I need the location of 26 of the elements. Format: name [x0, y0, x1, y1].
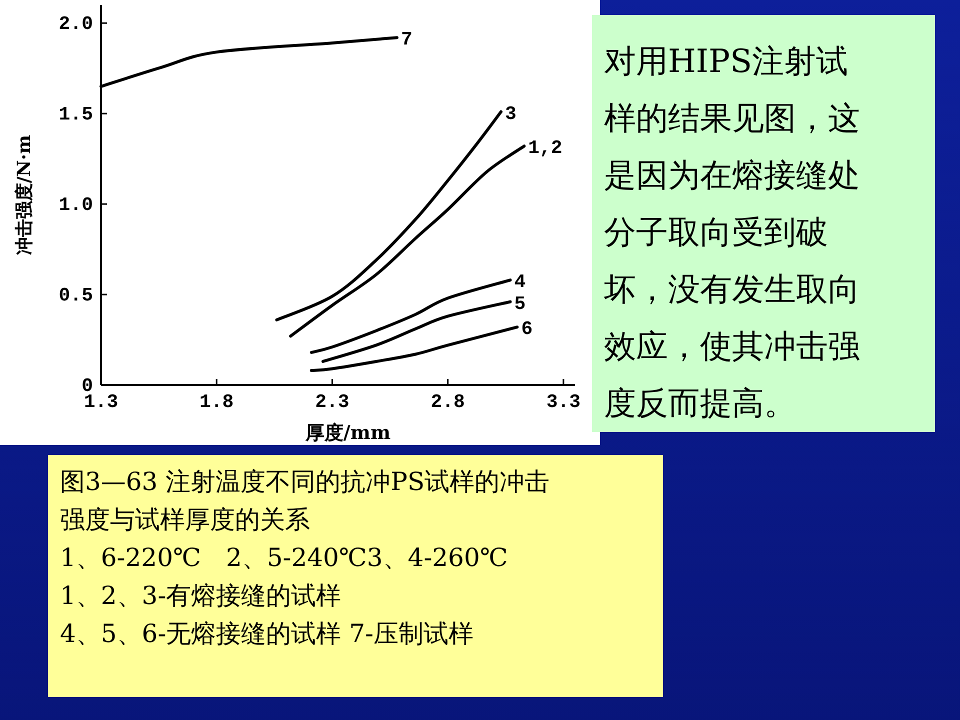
caption: 图3—63 注射温度不同的抗冲PS试样的冲击强度与试样厚度的关系	[60, 466, 551, 536]
series-label: 1,2	[528, 137, 562, 160]
series-label: 7	[400, 28, 412, 51]
x-tick-label: 1.3	[84, 391, 118, 413]
y-tick-label: 2.0	[58, 13, 93, 36]
line-series	[310, 326, 519, 372]
y-tick-label: 1.0	[58, 194, 93, 216]
x-tick-label: 1.8	[200, 391, 234, 413]
x-tick-label: 2.8	[430, 391, 465, 413]
line-series	[310, 278, 512, 354]
series-label: 5	[514, 292, 526, 315]
x-tick-label: 2.3	[315, 391, 350, 413]
text: 对用HIPS注射试样的结果见图，这是因为在熔接缝处分子取向受到破坏，没有发生取向效应，使其冲击强度反而提高。	[592, 15, 935, 432]
line-series	[321, 300, 512, 363]
text: 1、6-220℃ 2、5-240℃3、4-260℃	[60, 542, 509, 574]
y-axis-title: 冲击强度/N·m	[14, 134, 35, 256]
text: 4、5、6-无熔接缝的试样 7-压制试样	[60, 618, 474, 650]
y-tick-label: 1.5	[58, 104, 93, 126]
line-series	[275, 110, 503, 322]
series-label: 6	[521, 318, 533, 340]
x-tick-label: 3.3	[546, 391, 581, 413]
text: 1、2、3-有熔接缝的试样	[60, 580, 342, 612]
series-label: 3	[505, 102, 516, 125]
y-tick-label: 0.5	[58, 284, 93, 307]
series-label: 4	[514, 271, 526, 294]
x-axis-title: 厚度/mm	[304, 422, 391, 444]
